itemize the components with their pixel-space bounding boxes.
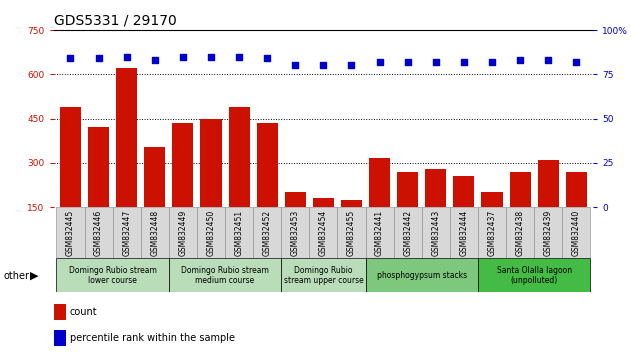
Bar bbox=[538, 160, 558, 251]
Bar bbox=[478, 207, 506, 258]
Bar bbox=[566, 172, 587, 251]
Bar bbox=[172, 123, 194, 251]
Bar bbox=[281, 207, 309, 258]
Text: GSM832438: GSM832438 bbox=[516, 210, 524, 256]
Bar bbox=[54, 330, 66, 346]
Bar bbox=[225, 207, 253, 258]
Bar bbox=[56, 258, 169, 292]
Bar bbox=[394, 207, 422, 258]
Bar bbox=[510, 172, 531, 251]
Point bbox=[206, 54, 216, 59]
Text: ▶: ▶ bbox=[30, 271, 38, 281]
Point bbox=[122, 54, 132, 59]
Bar bbox=[425, 169, 446, 251]
Bar bbox=[116, 68, 137, 251]
Bar bbox=[281, 258, 365, 292]
Bar bbox=[453, 176, 475, 251]
Text: GSM832443: GSM832443 bbox=[431, 210, 440, 256]
Bar bbox=[534, 207, 562, 258]
Text: phosphogypsum stacks: phosphogypsum stacks bbox=[377, 271, 467, 280]
Bar bbox=[85, 207, 113, 258]
Text: percentile rank within the sample: percentile rank within the sample bbox=[70, 332, 235, 343]
Bar bbox=[313, 198, 334, 251]
Point bbox=[487, 59, 497, 65]
Bar bbox=[338, 207, 365, 258]
Bar bbox=[144, 147, 165, 251]
Bar bbox=[369, 159, 390, 251]
Bar bbox=[365, 207, 394, 258]
Text: GSM832455: GSM832455 bbox=[347, 210, 356, 256]
Text: GSM832444: GSM832444 bbox=[459, 210, 468, 256]
Text: GSM832452: GSM832452 bbox=[262, 210, 272, 256]
Point bbox=[403, 59, 413, 65]
Text: GDS5331 / 29170: GDS5331 / 29170 bbox=[54, 13, 177, 28]
Text: Santa Olalla lagoon
(unpolluted): Santa Olalla lagoon (unpolluted) bbox=[497, 266, 572, 285]
Point bbox=[178, 54, 188, 59]
Bar bbox=[88, 127, 109, 251]
Bar bbox=[113, 207, 141, 258]
Bar bbox=[253, 207, 281, 258]
Point bbox=[66, 56, 76, 61]
Bar bbox=[201, 119, 221, 251]
Text: GSM832453: GSM832453 bbox=[291, 210, 300, 256]
Point bbox=[290, 63, 300, 68]
Point bbox=[375, 59, 385, 65]
Point bbox=[543, 57, 553, 63]
Bar bbox=[257, 123, 278, 251]
Text: GSM832437: GSM832437 bbox=[488, 210, 497, 256]
Bar bbox=[562, 207, 591, 258]
Bar bbox=[309, 207, 338, 258]
Bar bbox=[481, 192, 502, 251]
Bar bbox=[478, 258, 591, 292]
Bar bbox=[60, 107, 81, 251]
Text: other: other bbox=[3, 271, 29, 281]
Point bbox=[346, 63, 357, 68]
Bar bbox=[341, 200, 362, 251]
Point bbox=[515, 57, 525, 63]
Text: GSM832441: GSM832441 bbox=[375, 210, 384, 256]
Point bbox=[150, 57, 160, 63]
Bar bbox=[422, 207, 450, 258]
Point bbox=[431, 59, 441, 65]
Bar bbox=[141, 207, 169, 258]
Bar bbox=[506, 207, 534, 258]
Bar bbox=[285, 192, 306, 251]
Text: GSM832442: GSM832442 bbox=[403, 210, 412, 256]
Text: GSM832445: GSM832445 bbox=[66, 210, 75, 256]
Text: GSM832451: GSM832451 bbox=[235, 210, 244, 256]
Text: GSM832440: GSM832440 bbox=[572, 210, 581, 256]
Point bbox=[571, 59, 581, 65]
Text: GSM832449: GSM832449 bbox=[179, 210, 187, 256]
Text: GSM832454: GSM832454 bbox=[319, 210, 328, 256]
Text: GSM832446: GSM832446 bbox=[94, 210, 103, 256]
Point bbox=[93, 56, 103, 61]
Point bbox=[459, 59, 469, 65]
Text: GSM832447: GSM832447 bbox=[122, 210, 131, 256]
Point bbox=[262, 56, 272, 61]
Point bbox=[234, 54, 244, 59]
Bar bbox=[56, 207, 85, 258]
Bar bbox=[228, 107, 250, 251]
Bar bbox=[397, 172, 418, 251]
Text: GSM832450: GSM832450 bbox=[206, 210, 216, 256]
Bar bbox=[54, 304, 66, 320]
Bar bbox=[197, 207, 225, 258]
Text: Domingo Rubio stream
lower course: Domingo Rubio stream lower course bbox=[69, 266, 156, 285]
Text: Domingo Rubio stream
medium course: Domingo Rubio stream medium course bbox=[181, 266, 269, 285]
Point bbox=[318, 63, 328, 68]
Bar bbox=[169, 207, 197, 258]
Text: Domingo Rubio
stream upper course: Domingo Rubio stream upper course bbox=[283, 266, 363, 285]
Bar bbox=[365, 258, 478, 292]
Bar bbox=[450, 207, 478, 258]
Text: GSM832439: GSM832439 bbox=[544, 210, 553, 256]
Bar bbox=[169, 258, 281, 292]
Text: count: count bbox=[70, 307, 97, 317]
Text: GSM832448: GSM832448 bbox=[150, 210, 159, 256]
